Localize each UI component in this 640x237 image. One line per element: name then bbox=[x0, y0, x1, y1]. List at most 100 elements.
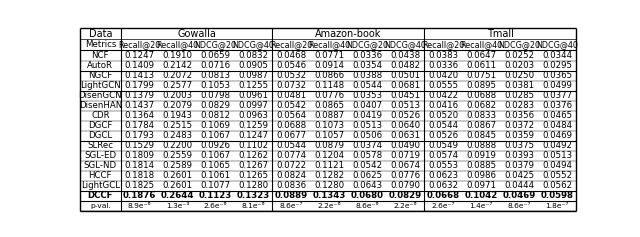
Text: NDCG@40: NDCG@40 bbox=[232, 41, 275, 50]
Text: 0.0354: 0.0354 bbox=[352, 61, 382, 70]
Text: 0.0375: 0.0375 bbox=[504, 141, 534, 150]
Text: 0.0716: 0.0716 bbox=[200, 61, 230, 70]
Text: 0.1799: 0.1799 bbox=[125, 81, 155, 90]
Text: 0.0506: 0.0506 bbox=[352, 131, 382, 140]
Text: 0.0866: 0.0866 bbox=[314, 71, 344, 80]
Text: 0.1057: 0.1057 bbox=[314, 131, 344, 140]
Text: SLRec: SLRec bbox=[87, 141, 113, 150]
Text: 0.0416: 0.0416 bbox=[428, 101, 458, 110]
Text: 0.0520: 0.0520 bbox=[428, 111, 458, 120]
Text: 0.2003: 0.2003 bbox=[163, 91, 193, 100]
Text: 0.0677: 0.0677 bbox=[276, 131, 307, 140]
Text: 0.0374: 0.0374 bbox=[352, 141, 382, 150]
Text: 0.0379: 0.0379 bbox=[504, 161, 534, 170]
Text: 0.0376: 0.0376 bbox=[542, 101, 572, 110]
Text: 0.0688: 0.0688 bbox=[466, 91, 496, 100]
Text: LightGCL: LightGCL bbox=[81, 181, 120, 190]
Text: 0.0578: 0.0578 bbox=[352, 151, 382, 160]
Text: 1.3e⁻³: 1.3e⁻³ bbox=[166, 203, 189, 209]
Text: 0.2601: 0.2601 bbox=[163, 181, 193, 190]
Text: 0.1069: 0.1069 bbox=[200, 121, 230, 130]
Text: 0.0359: 0.0359 bbox=[504, 131, 534, 140]
Text: 0.0833: 0.0833 bbox=[466, 111, 496, 120]
Text: 1.8e⁻⁷: 1.8e⁻⁷ bbox=[545, 203, 569, 209]
Text: 0.1437: 0.1437 bbox=[125, 101, 155, 110]
Text: 0.2483: 0.2483 bbox=[163, 131, 193, 140]
Text: 2.6e⁻⁷: 2.6e⁻⁷ bbox=[431, 203, 455, 209]
Text: 0.0681: 0.0681 bbox=[390, 81, 420, 90]
Text: 0.0203: 0.0203 bbox=[504, 61, 534, 70]
Text: 0.1809: 0.1809 bbox=[125, 151, 155, 160]
Text: 0.0688: 0.0688 bbox=[276, 121, 307, 130]
Text: LightGCN: LightGCN bbox=[80, 81, 121, 90]
Text: 0.1259: 0.1259 bbox=[239, 121, 268, 130]
Text: 0.0885: 0.0885 bbox=[466, 161, 496, 170]
Text: 0.0751: 0.0751 bbox=[466, 71, 496, 80]
Text: 0.0383: 0.0383 bbox=[428, 51, 458, 60]
Text: 0.0542: 0.0542 bbox=[276, 101, 307, 110]
Text: 0.0492: 0.0492 bbox=[542, 141, 572, 150]
Text: 0.0422: 0.0422 bbox=[428, 91, 458, 100]
Text: 0.0640: 0.0640 bbox=[390, 121, 420, 130]
Text: 0.2559: 0.2559 bbox=[163, 151, 193, 160]
Text: 0.0499: 0.0499 bbox=[542, 81, 572, 90]
Text: 0.0845: 0.0845 bbox=[466, 131, 496, 140]
Text: 8.6e⁻⁶: 8.6e⁻⁶ bbox=[356, 203, 379, 209]
Text: 2.2e⁻⁶: 2.2e⁻⁶ bbox=[317, 203, 341, 209]
Text: 2.2e⁻⁶: 2.2e⁻⁶ bbox=[394, 203, 417, 209]
Text: 0.0490: 0.0490 bbox=[390, 141, 420, 150]
Text: 0.2644: 0.2644 bbox=[161, 191, 195, 201]
Text: Data: Data bbox=[88, 29, 112, 39]
Text: 0.1053: 0.1053 bbox=[200, 81, 230, 90]
Text: 0.0377: 0.0377 bbox=[542, 91, 572, 100]
Text: 0.0836: 0.0836 bbox=[276, 181, 307, 190]
Text: 0.1102: 0.1102 bbox=[239, 141, 269, 150]
Text: 0.0381: 0.0381 bbox=[504, 81, 534, 90]
Text: 0.0824: 0.0824 bbox=[276, 171, 307, 180]
Text: 0.1148: 0.1148 bbox=[314, 81, 344, 90]
Text: 0.1793: 0.1793 bbox=[125, 131, 155, 140]
Text: 0.1042: 0.1042 bbox=[465, 191, 498, 201]
Text: 0.0420: 0.0420 bbox=[428, 71, 458, 80]
Text: 0.0372: 0.0372 bbox=[504, 121, 534, 130]
Text: 0.2079: 0.2079 bbox=[163, 101, 193, 110]
Text: 0.0250: 0.0250 bbox=[504, 71, 534, 80]
Text: 0.0482: 0.0482 bbox=[390, 61, 420, 70]
Text: 0.0865: 0.0865 bbox=[314, 101, 344, 110]
Text: 0.1204: 0.1204 bbox=[314, 151, 344, 160]
Text: 0.0963: 0.0963 bbox=[239, 111, 268, 120]
Text: NDCG@40: NDCG@40 bbox=[384, 41, 426, 50]
Text: 0.0682: 0.0682 bbox=[466, 101, 496, 110]
Text: NGCF: NGCF bbox=[88, 71, 113, 80]
Text: 0.0829: 0.0829 bbox=[200, 101, 230, 110]
Text: 0.0829: 0.0829 bbox=[388, 191, 422, 201]
Text: 0.1247: 0.1247 bbox=[239, 131, 269, 140]
Text: 0.0542: 0.0542 bbox=[352, 161, 382, 170]
Text: 8.6e⁻⁷: 8.6e⁻⁷ bbox=[508, 203, 531, 209]
Text: 0.2142: 0.2142 bbox=[163, 61, 193, 70]
Text: HCCF: HCCF bbox=[88, 171, 112, 180]
Text: DCCF: DCCF bbox=[88, 191, 113, 201]
Text: 0.0905: 0.0905 bbox=[239, 61, 268, 70]
Text: 0.0365: 0.0365 bbox=[542, 71, 572, 80]
Text: NDCG@20: NDCG@20 bbox=[195, 41, 237, 50]
Text: AutoR: AutoR bbox=[87, 61, 113, 70]
Text: 0.0549: 0.0549 bbox=[428, 141, 458, 150]
Text: 0.0451: 0.0451 bbox=[390, 91, 420, 100]
Text: 0.0353: 0.0353 bbox=[352, 91, 382, 100]
Text: 0.0919: 0.0919 bbox=[466, 151, 496, 160]
Text: 0.0532: 0.0532 bbox=[276, 71, 307, 80]
Text: 2.6e⁻⁶: 2.6e⁻⁶ bbox=[204, 203, 227, 209]
Text: Recall@20: Recall@20 bbox=[270, 41, 312, 50]
Text: NDCG@40: NDCG@40 bbox=[536, 41, 578, 50]
Text: 0.1262: 0.1262 bbox=[239, 151, 269, 160]
Text: 0.0926: 0.0926 bbox=[200, 141, 230, 150]
Text: 0.0961: 0.0961 bbox=[239, 91, 268, 100]
Text: p-val.: p-val. bbox=[90, 203, 111, 209]
Text: DisenGCN: DisenGCN bbox=[79, 91, 122, 100]
Text: DisenHAN: DisenHAN bbox=[79, 101, 122, 110]
Text: 0.0469: 0.0469 bbox=[542, 131, 572, 140]
Text: SGL-ED: SGL-ED bbox=[84, 151, 116, 160]
Text: 0.1409: 0.1409 bbox=[125, 61, 155, 70]
Text: 0.2601: 0.2601 bbox=[163, 171, 193, 180]
